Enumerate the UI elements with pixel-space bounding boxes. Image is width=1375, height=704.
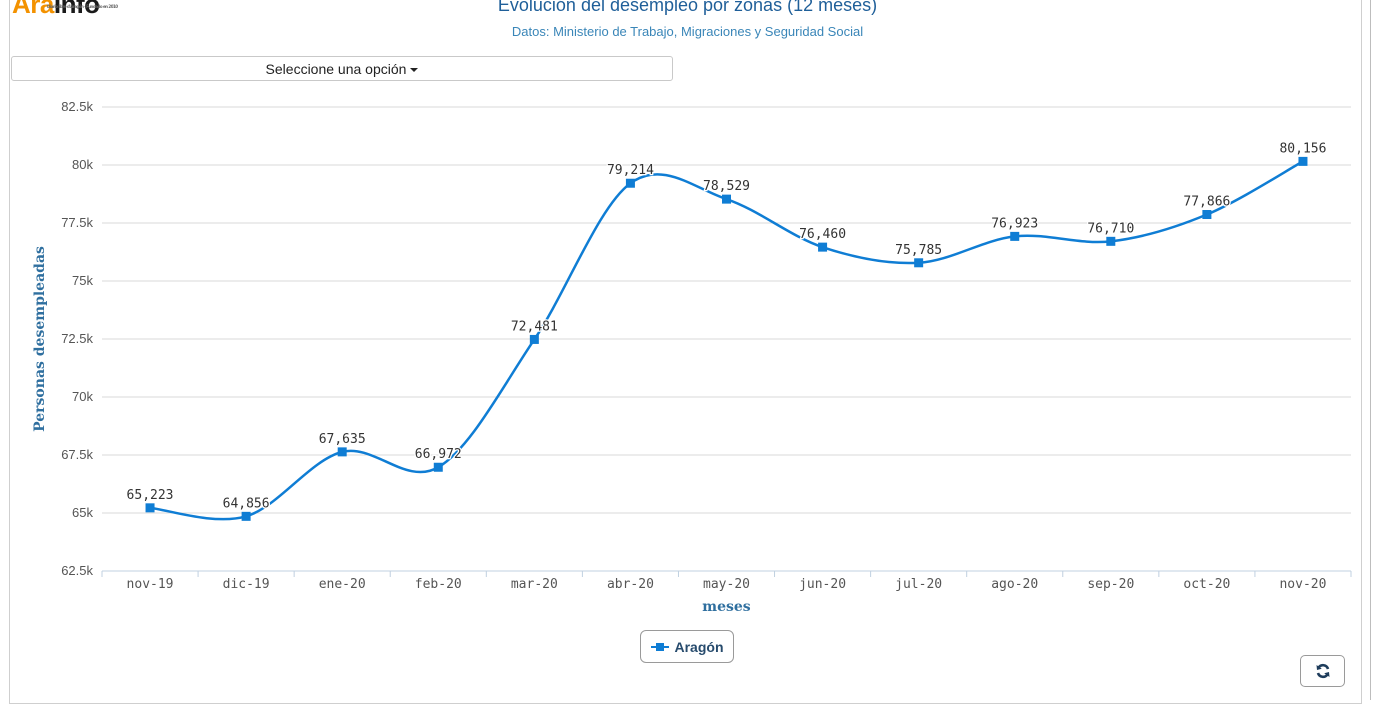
data-point (1202, 210, 1212, 220)
x-tick-label: oct-20 (1183, 577, 1230, 592)
x-tick-label: nov-19 (127, 577, 174, 592)
data-point (818, 242, 828, 252)
series-line-aragon (149, 160, 1304, 521)
data-point (1298, 156, 1308, 166)
x-tick-label: abr-20 (607, 577, 654, 592)
x-tick-label: ago-20 (991, 577, 1038, 592)
x-tick-label: sep-20 (1087, 577, 1134, 592)
x-tick-label: dic-19 (223, 577, 270, 592)
y-tick-label: 70k (72, 389, 93, 404)
refresh-button[interactable] (1300, 655, 1345, 687)
data-label: 79,214 (607, 163, 654, 178)
x-axis-title: meses (702, 599, 751, 615)
data-label: 78,529 (703, 179, 750, 194)
refresh-icon (1316, 663, 1329, 679)
x-tick-label: may-20 (703, 577, 750, 592)
data-label: 67,635 (319, 432, 366, 447)
site-logo[interactable]: AraInfo Diario libre d'Aragón · Fundado … (12, 0, 118, 19)
x-tick-label: jul-20 (895, 577, 942, 592)
data-label: 72,481 (511, 319, 558, 334)
data-point (914, 258, 924, 268)
y-axis-title: Personas desempleadas (32, 246, 48, 432)
data-label: 76,923 (991, 216, 1038, 231)
data-point (1106, 236, 1116, 246)
page-gutter (1364, 0, 1375, 700)
logo-tagline: Diario libre d'Aragón · Fundado en 2010 (47, 4, 118, 9)
x-tick-label: mar-20 (511, 577, 558, 592)
y-tick-label: 65k (72, 505, 93, 520)
scrollbar-edge (1370, 0, 1371, 700)
data-label: 75,785 (895, 243, 942, 258)
chart-subtitle: Datos: Ministerio de Trabajo, Migracione… (511, 24, 864, 39)
data-point (1010, 231, 1020, 241)
data-label: 76,460 (799, 227, 846, 242)
zone-select[interactable]: Seleccione una opción (11, 56, 673, 81)
x-tick-label: nov-20 (1279, 577, 1326, 592)
data-point (337, 447, 347, 457)
data-point (433, 462, 443, 472)
caret-down-icon (410, 68, 419, 73)
data-label: 66,972 (415, 447, 462, 462)
y-tick-label: 67.5k (61, 447, 93, 462)
data-point (241, 511, 251, 521)
zone-select-label: Seleccione una opción (265, 61, 407, 77)
data-point (529, 334, 539, 344)
x-tick-label: jun-20 (799, 577, 846, 592)
data-point (625, 178, 635, 188)
data-point (145, 503, 155, 513)
y-tick-label: 77.5k (61, 215, 93, 230)
data-label: 80,156 (1279, 141, 1326, 156)
legend-label: Aragón (674, 638, 724, 655)
data-label: 77,866 (1183, 195, 1230, 210)
legend-marker-icon (650, 642, 669, 652)
x-tick-label: ene-20 (319, 577, 366, 592)
y-tick-label: 80k (72, 157, 93, 172)
data-label: 64,856 (223, 496, 270, 511)
data-point (722, 194, 731, 204)
chart-title: Evolución del desempleo por zonas (12 me… (497, 0, 878, 15)
y-tick-label: 62.5k (61, 563, 93, 578)
legend-item-aragon[interactable]: Aragón (640, 630, 734, 663)
x-tick-label: feb-20 (415, 577, 462, 592)
y-tick-label: 72.5k (61, 331, 93, 346)
y-tick-label: 75k (72, 273, 93, 288)
y-tick-label: 82.5k (61, 99, 93, 114)
data-label: 76,710 (1087, 221, 1134, 236)
data-label: 65,223 (127, 488, 174, 503)
